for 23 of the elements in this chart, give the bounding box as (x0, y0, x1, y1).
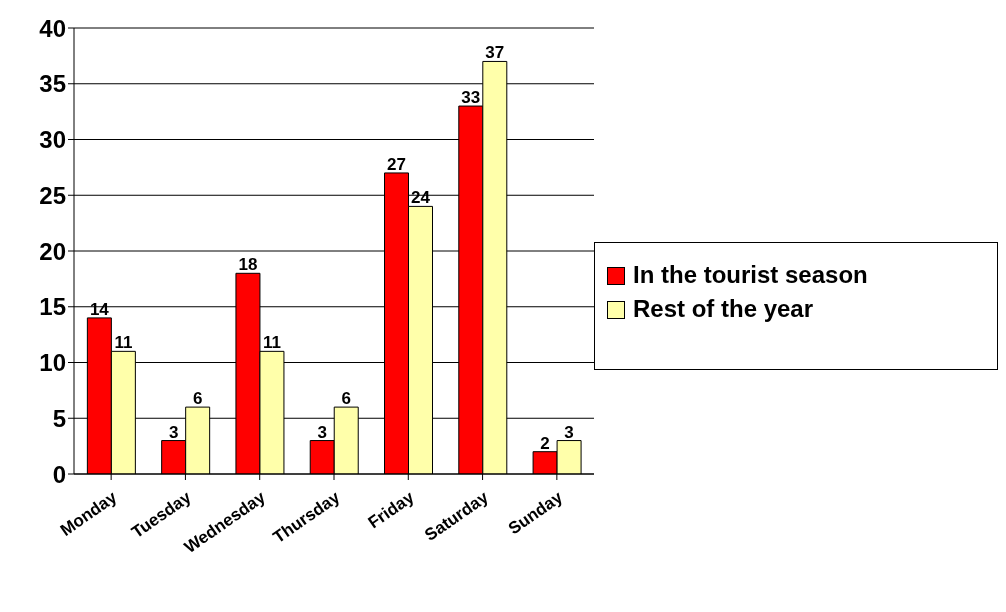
y-tick-label: 25 (39, 181, 66, 209)
data-label: 3 (317, 422, 327, 442)
data-label: 2 (540, 433, 550, 453)
y-tick-label: 20 (39, 237, 66, 265)
y-tick-label: 35 (39, 70, 66, 98)
y-tick-label: 40 (39, 14, 66, 42)
data-label: 3 (564, 422, 574, 442)
data-label: 27 (387, 154, 406, 174)
y-tick-label: 10 (39, 349, 66, 377)
data-label: 6 (341, 389, 351, 409)
y-tick-label: 5 (52, 404, 66, 432)
data-label: 6 (192, 389, 203, 409)
legend-label: Rest of the year (633, 295, 815, 323)
data-label: 11 (262, 333, 281, 353)
y-tick-label: 15 (39, 293, 66, 321)
y-tick-label: 30 (39, 126, 66, 154)
data-label: 11 (114, 333, 133, 353)
legend-label: In the tourist season (633, 261, 869, 289)
data-label: 33 (461, 88, 481, 108)
data-label: 3 (168, 422, 179, 442)
y-tick-label: 0 (52, 460, 66, 488)
data-label: 37 (485, 43, 505, 63)
data-label: 18 (238, 255, 258, 275)
